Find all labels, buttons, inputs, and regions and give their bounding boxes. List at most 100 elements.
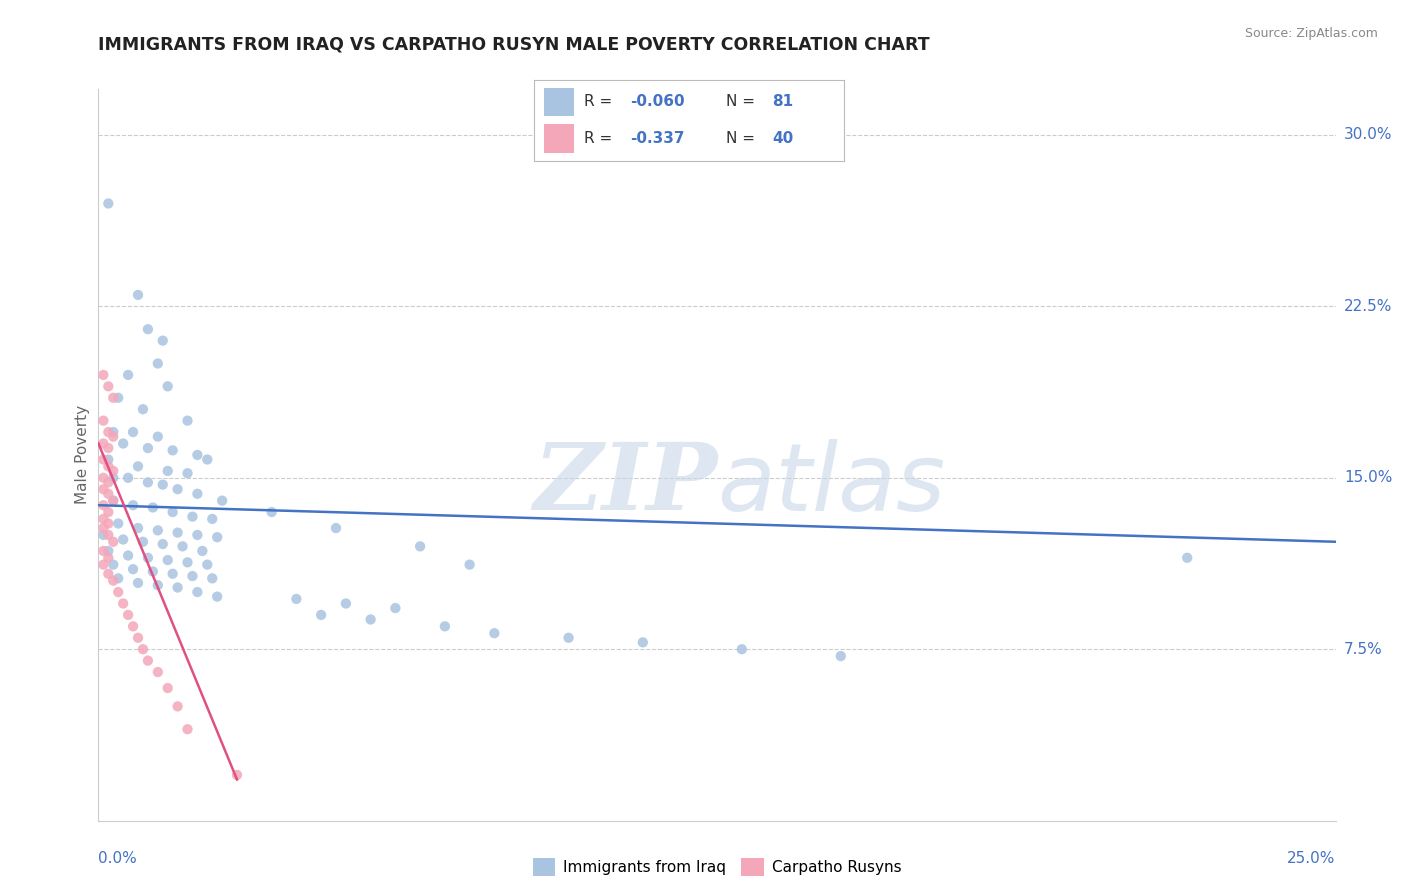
- Point: [226, 768, 249, 782]
- Point: [103, 493, 125, 508]
- Point: [127, 288, 149, 302]
- Point: [97, 487, 120, 501]
- Point: [122, 498, 145, 512]
- Point: [186, 585, 208, 599]
- Legend: Immigrants from Iraq, Carpatho Rusyns: Immigrants from Iraq, Carpatho Rusyns: [526, 852, 908, 882]
- Point: [97, 196, 120, 211]
- Point: [211, 493, 233, 508]
- Point: [97, 528, 120, 542]
- Point: [97, 544, 120, 558]
- Point: [195, 558, 218, 572]
- Point: [162, 505, 184, 519]
- Point: [830, 649, 852, 664]
- Point: [156, 553, 179, 567]
- Point: [103, 534, 125, 549]
- Point: [127, 631, 149, 645]
- Text: R =: R =: [583, 130, 617, 145]
- Point: [731, 642, 754, 657]
- Point: [409, 539, 432, 553]
- Point: [146, 356, 169, 371]
- Point: [162, 566, 184, 581]
- Text: 22.5%: 22.5%: [1344, 299, 1392, 314]
- Text: ZIP: ZIP: [533, 439, 717, 529]
- Point: [360, 613, 382, 627]
- Point: [142, 565, 165, 579]
- Point: [136, 441, 159, 455]
- Point: [152, 334, 174, 348]
- Point: [201, 512, 224, 526]
- Point: [335, 597, 357, 611]
- Point: [97, 550, 120, 565]
- Point: [117, 368, 139, 382]
- Point: [205, 590, 228, 604]
- Text: 15.0%: 15.0%: [1344, 470, 1392, 485]
- Point: [93, 452, 115, 467]
- Point: [484, 626, 506, 640]
- Text: N =: N =: [725, 95, 759, 110]
- Point: [112, 597, 135, 611]
- Point: [166, 581, 188, 595]
- Point: [166, 699, 188, 714]
- Point: [142, 500, 165, 515]
- Point: [162, 443, 184, 458]
- Point: [146, 429, 169, 443]
- Point: [186, 528, 208, 542]
- Point: [152, 477, 174, 491]
- Text: R =: R =: [583, 95, 617, 110]
- Point: [93, 482, 115, 496]
- Point: [122, 562, 145, 576]
- Point: [631, 635, 654, 649]
- Point: [93, 558, 115, 572]
- Point: [97, 475, 120, 490]
- Point: [156, 464, 179, 478]
- Point: [103, 574, 125, 588]
- Point: [107, 585, 129, 599]
- Y-axis label: Male Poverty: Male Poverty: [75, 405, 90, 505]
- Point: [176, 414, 198, 428]
- Point: [132, 642, 155, 657]
- Point: [186, 487, 208, 501]
- Text: atlas: atlas: [717, 439, 945, 530]
- Point: [107, 516, 129, 531]
- Point: [93, 471, 115, 485]
- Text: 0.0%: 0.0%: [98, 851, 138, 866]
- Text: 25.0%: 25.0%: [1288, 851, 1336, 866]
- Point: [156, 681, 179, 695]
- Point: [93, 414, 115, 428]
- Point: [152, 537, 174, 551]
- Point: [117, 471, 139, 485]
- Point: [433, 619, 456, 633]
- Point: [260, 505, 283, 519]
- Point: [97, 441, 120, 455]
- Point: [93, 521, 115, 535]
- Point: [132, 534, 155, 549]
- Point: [97, 505, 120, 519]
- Bar: [544, 88, 575, 117]
- Point: [176, 723, 198, 737]
- Text: -0.060: -0.060: [630, 95, 685, 110]
- Point: [97, 566, 120, 581]
- Point: [122, 425, 145, 439]
- Point: [107, 391, 129, 405]
- Point: [136, 550, 159, 565]
- Point: [146, 665, 169, 679]
- Text: 40: 40: [772, 130, 794, 145]
- Point: [1175, 550, 1198, 565]
- Point: [127, 459, 149, 474]
- Bar: [544, 125, 575, 153]
- Point: [97, 452, 120, 467]
- Point: [103, 471, 125, 485]
- Point: [117, 607, 139, 622]
- Point: [103, 464, 125, 478]
- Point: [112, 533, 135, 547]
- Point: [103, 429, 125, 443]
- Point: [117, 549, 139, 563]
- Point: [195, 452, 218, 467]
- Text: 7.5%: 7.5%: [1344, 641, 1382, 657]
- Point: [136, 322, 159, 336]
- Point: [201, 571, 224, 585]
- Point: [97, 459, 120, 474]
- Text: N =: N =: [725, 130, 759, 145]
- Point: [127, 521, 149, 535]
- Point: [166, 482, 188, 496]
